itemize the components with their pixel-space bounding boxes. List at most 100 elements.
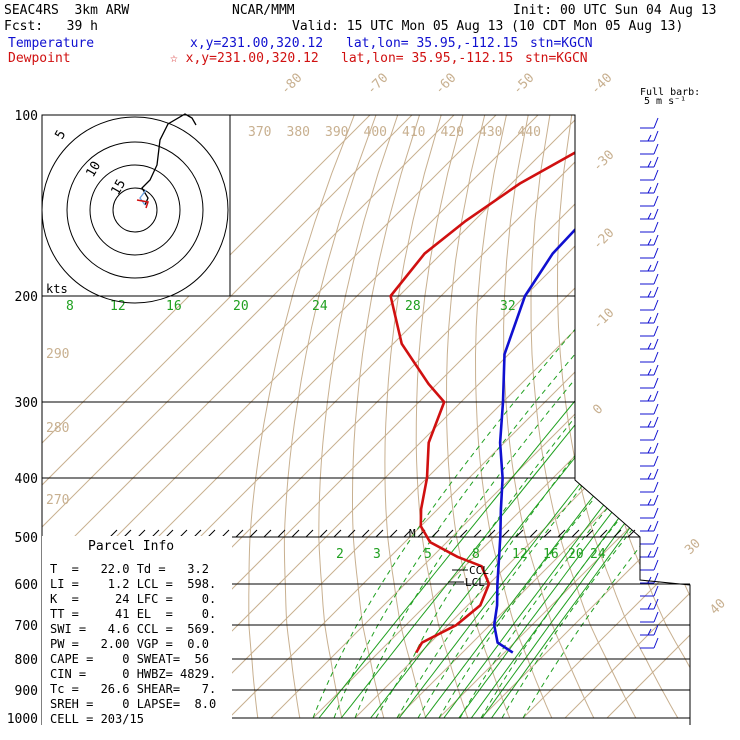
isotherm-tick-label: 30 (682, 536, 704, 558)
theta-tick-label: 370 (248, 125, 271, 140)
theta-tick-label: 410 (402, 125, 425, 140)
parcel-row: T = 22.0 Td = 3.2 (50, 562, 209, 576)
pressure-tick-label: 300 (15, 396, 38, 411)
theta-tick-label: 420 (441, 125, 464, 140)
mixing-ratio-label: 16 (543, 547, 559, 562)
isotherm-line (606, 115, 690, 719)
marker-ccl-label: CCL (469, 564, 489, 577)
isotherm-tick-label: -10 (590, 306, 617, 333)
dry-adiabat-line (556, 115, 679, 719)
isotherm-line (270, 115, 690, 719)
moist-adiabat-line (438, 295, 690, 719)
mixing-ratio-label: 12 (110, 299, 126, 314)
hodograph-ring (66, 141, 204, 279)
barb-legend-line1: Full barb: (640, 87, 700, 98)
dry-adiabat-line (283, 115, 377, 719)
dry-adiabat-line (678, 115, 690, 719)
isotherm-line (42, 115, 455, 719)
mixing-ratio-label: 3 (373, 547, 381, 562)
isotherm-line (522, 115, 690, 719)
moist-adiabat-line (522, 295, 690, 719)
theta-side-label: 270 (46, 493, 69, 508)
pressure-tick-label: 900 (15, 684, 38, 699)
temperature-station: stn=KGCN (530, 36, 593, 51)
dry-adiabat-line (582, 115, 690, 719)
model-title: SEAC4RS 3km ARW (4, 3, 130, 18)
dry-adiabat-line (632, 115, 690, 719)
theta-tick-label: 390 (325, 125, 348, 140)
valid-time: Valid: 15 UTC Mon 05 Aug 13 (10 CDT Mon … (292, 19, 684, 34)
pressure-tick-label: 100 (15, 109, 38, 124)
isotherm-tick-label: -60 (432, 71, 459, 98)
isotherm-tick-label: -50 (510, 71, 537, 98)
mixing-ratio-label: 28 (405, 299, 421, 314)
mixing-ratio-label: 5 (424, 547, 432, 562)
parcel-row: PW = 2.00 VGP = 0.0 (50, 637, 209, 651)
freezing-level-hatch (109, 529, 636, 538)
isotherm-line (480, 115, 690, 719)
temperature-legend: Temperature (8, 36, 95, 51)
dry-adiabat-line (503, 115, 595, 719)
isotherm-line (144, 115, 690, 719)
dewpoint-location: ☆ x,y=231.00,320.12 (170, 51, 319, 66)
dewpoint-legend: Dewpoint (8, 51, 71, 66)
isotherm-line (42, 115, 413, 719)
mixing-ratio-label: 20 (568, 547, 584, 562)
pressure-tick-label: 700 (15, 619, 38, 634)
moist-adiabat-line (417, 295, 690, 719)
marker-lcl-label: LCL (465, 576, 485, 589)
dry-adiabat-line (318, 115, 399, 719)
theta-tick-label: 400 (364, 125, 387, 140)
wind-barbs (640, 117, 659, 649)
marker-m-label: M (409, 527, 416, 540)
mixing-ratio-label: 12 (512, 547, 528, 562)
dry-adiabat-line (248, 115, 355, 719)
hodograph-ring (89, 164, 181, 256)
pressure-tick-label: 600 (15, 578, 38, 593)
dry-adiabat-line (702, 115, 740, 718)
isotherm-tick-label: 40 (707, 596, 729, 618)
parcel-row: LI = 1.2 LCL = 598. (50, 577, 217, 591)
theta-side-label: 290 (46, 347, 69, 362)
isotherm-tick-label: -70 (364, 71, 391, 98)
pressure-tick-label: 1000 (7, 712, 38, 727)
parcel-info-panel: Parcel Info T = 22.0 Td = 3.2 LI = 1.2 L… (42, 536, 232, 728)
theta-tick-label: 430 (479, 125, 502, 140)
forecast-hour: Fcst: 39 h (4, 19, 98, 34)
pressure-tick-label: 500 (15, 531, 38, 546)
parcel-info-title: Parcel Info (88, 539, 175, 554)
init-time: Init: 00 UTC Sun 04 Aug 13 (513, 3, 717, 18)
dry-adiabat-line (445, 115, 511, 719)
mixing-ratio-line (424, 295, 690, 719)
mixing-ratio-label: 8 (66, 299, 74, 314)
mixing-ratio-line (340, 295, 681, 719)
mixing-ratio-label: 8 (472, 547, 480, 562)
hodograph-ring (112, 187, 158, 233)
parcel-row: CELL = 203/15 (50, 712, 144, 726)
moist-adiabat-line (396, 295, 690, 719)
dry-adiabat-line (724, 115, 740, 718)
parcel-row: Tc = 26.6 SHEAR= 7. (50, 682, 217, 696)
isotherm-line (228, 115, 690, 719)
barb-legend-line2: 5 m s⁻¹ (644, 96, 686, 107)
dry-adiabat-line (607, 115, 690, 719)
theta-tick-label: 440 (518, 125, 541, 140)
theta-tick-label: 380 (287, 125, 310, 140)
isotherm-tick-label: -80 (278, 71, 305, 98)
hodograph-units: kts (46, 282, 68, 296)
parcel-row: K = 24 LFC = 0. (50, 592, 217, 606)
dry-adiabat-line (384, 115, 442, 719)
mixing-ratio-label: 2 (336, 547, 344, 562)
dewpoint-latlon: lat,lon= 35.95,-112.15 (341, 51, 514, 66)
moist-adiabat-line (480, 295, 690, 719)
dry-adiabat-line (530, 115, 637, 719)
isotherm-line (438, 115, 690, 719)
pressure-tick-label: 400 (15, 472, 38, 487)
mixing-ratio-line (398, 295, 690, 719)
mixing-ratio-label: 16 (166, 299, 182, 314)
isotherm-line (42, 115, 539, 719)
dry-adiabat-line (655, 115, 690, 719)
dry-adiabat-line (474, 115, 553, 719)
isotherm-line (42, 115, 371, 719)
isotherm-tick-label: -20 (590, 226, 617, 253)
